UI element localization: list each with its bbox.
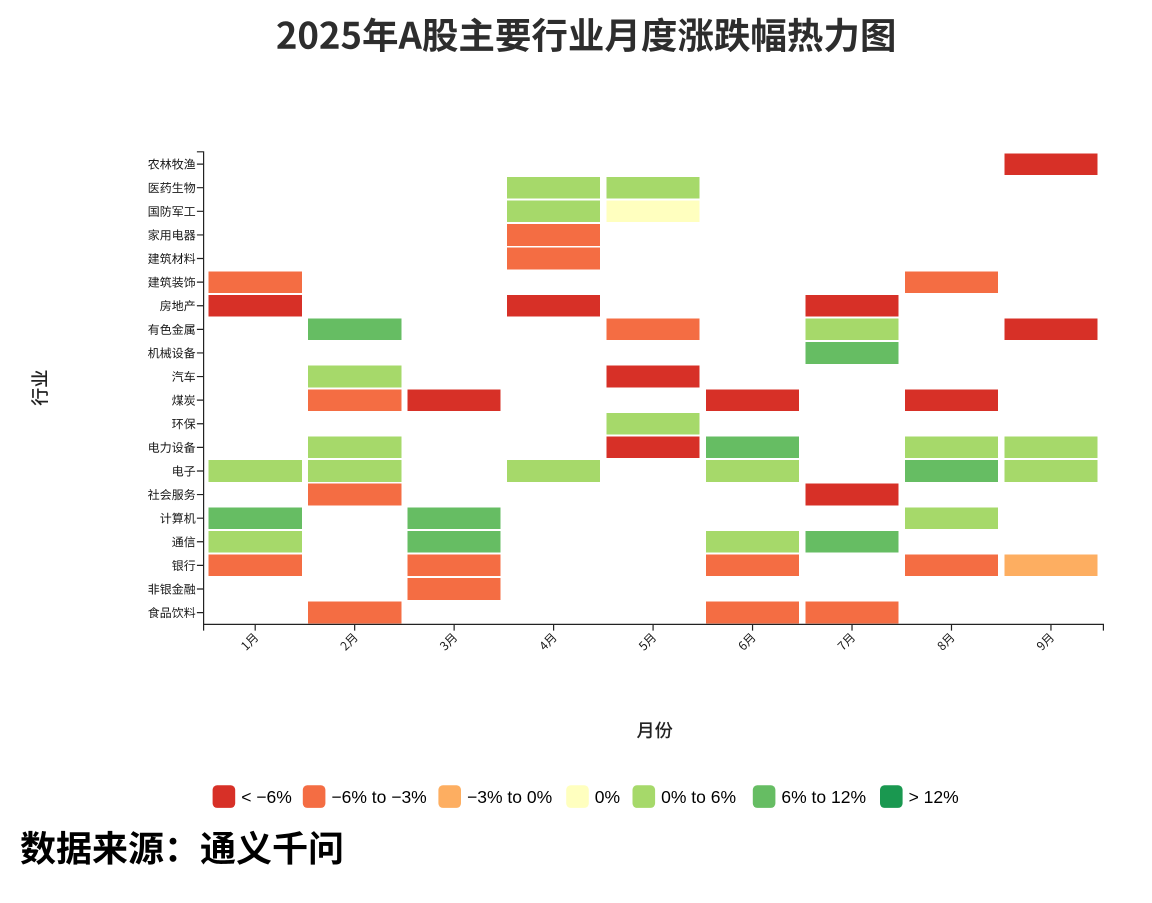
svg-text:0% to 6%: 0% to 6% bbox=[661, 787, 736, 807]
svg-text:−3% to 0%: −3% to 0% bbox=[467, 787, 552, 807]
svg-text:> 12%: > 12% bbox=[909, 787, 959, 807]
svg-text:< −6%: < −6% bbox=[241, 787, 292, 807]
svg-text:−6% to −3%: −6% to −3% bbox=[331, 787, 426, 807]
svg-text:0%: 0% bbox=[595, 787, 620, 807]
svg-text:6% to 12%: 6% to 12% bbox=[781, 787, 866, 807]
